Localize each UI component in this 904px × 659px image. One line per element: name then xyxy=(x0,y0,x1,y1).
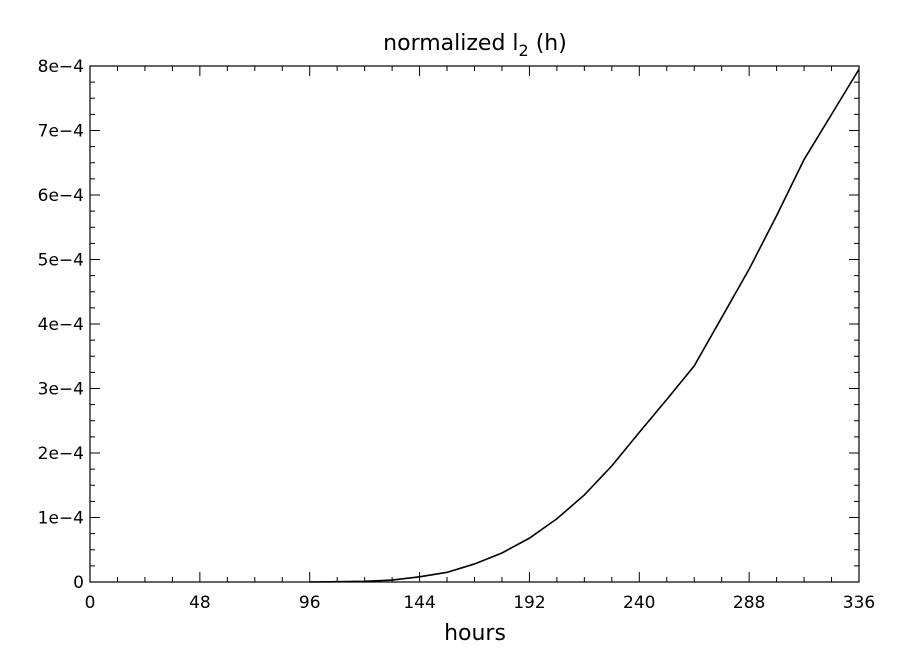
y-tick-label: 7e−4 xyxy=(38,122,84,142)
x-tick-label: 192 xyxy=(513,593,545,613)
y-tick-label: 0 xyxy=(73,573,84,593)
y-tick-label: 2e−4 xyxy=(38,444,84,464)
y-tick-label: 1e−4 xyxy=(38,509,84,529)
ticks-layer xyxy=(89,65,860,583)
x-tick-label: 48 xyxy=(189,593,211,613)
series-line xyxy=(309,68,860,583)
x-tick-label: 288 xyxy=(733,593,765,613)
x-tick-label: 96 xyxy=(299,593,321,613)
x-tick-label: 0 xyxy=(85,593,96,613)
y-tick-label: 8e−4 xyxy=(38,57,84,77)
y-tick-label: 4e−4 xyxy=(38,315,84,335)
y-tick-label: 5e−4 xyxy=(38,251,84,271)
y-tick-label: 6e−4 xyxy=(38,186,84,206)
chart-title-suffix: (h) xyxy=(529,31,567,56)
x-tick-label: 144 xyxy=(403,593,435,613)
y-tick-label: 3e−4 xyxy=(38,380,84,400)
plot-frame xyxy=(89,65,860,583)
tick-labels-layer: 0 48 96 144 192 240 288 336 0 1e−4 2e−4 3e−4 4e−4 5e−… xyxy=(38,57,876,613)
chart-title: normalized l2 (h) xyxy=(383,31,567,60)
chart-title-subscript: 2 xyxy=(519,41,529,60)
chart-title-main: normalized l xyxy=(383,31,518,56)
x-tick-label: 240 xyxy=(623,593,655,613)
x-tick-label: 336 xyxy=(843,593,875,613)
x-axis-title: hours xyxy=(444,621,506,646)
